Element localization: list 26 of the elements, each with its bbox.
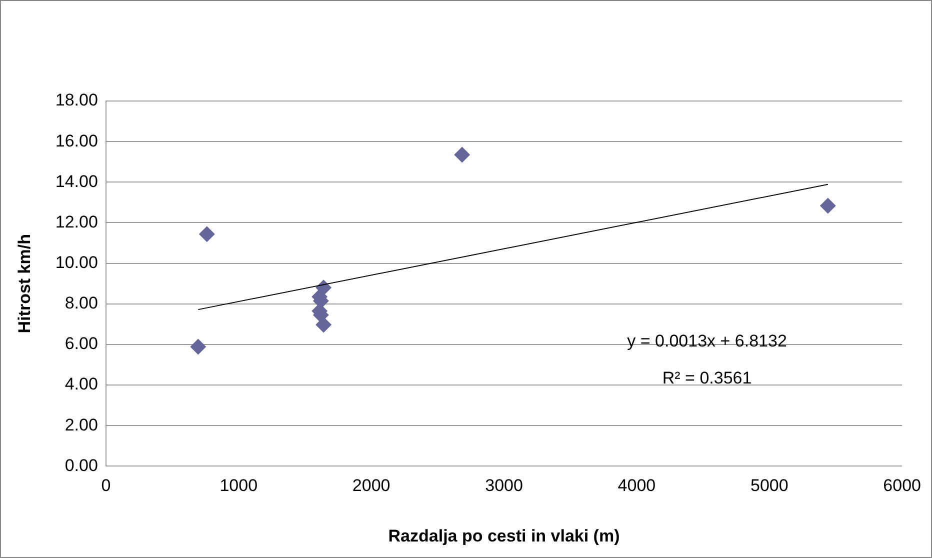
y-tick-label: 12.00 bbox=[55, 212, 98, 232]
x-tick-label: 1000 bbox=[220, 476, 258, 496]
y-tick-label: 0.00 bbox=[64, 456, 98, 475]
y-axis-title: Hitrost km/h bbox=[14, 234, 34, 334]
point bbox=[316, 316, 332, 333]
y-tick-label: 4.00 bbox=[64, 374, 98, 394]
x-axis-title: Razdalja po cesti in vlaki (m) bbox=[388, 526, 620, 546]
point bbox=[820, 198, 836, 214]
point bbox=[198, 226, 215, 242]
annotation: R² = 0.3561 bbox=[662, 368, 752, 388]
x-tick-label: 2000 bbox=[352, 476, 390, 496]
y-tick-label: 2.00 bbox=[64, 415, 98, 434]
x-tick-label: 6000 bbox=[883, 476, 922, 496]
annotation: y = 0.0013x + 6.8132 bbox=[627, 332, 787, 351]
y-tick-label: 6.00 bbox=[64, 334, 98, 354]
y-tick-label: 16.00 bbox=[55, 131, 98, 150]
x-tick-label: 3000 bbox=[485, 476, 523, 496]
y-tick-label: 8.00 bbox=[64, 294, 98, 313]
point bbox=[454, 146, 470, 163]
y-tick-label: 18.00 bbox=[55, 90, 98, 110]
y-tick-label: 14.00 bbox=[55, 172, 98, 191]
x-tick-label: 0 bbox=[101, 476, 111, 496]
y-tick-label: 10.00 bbox=[55, 253, 98, 272]
point bbox=[190, 338, 206, 355]
x-tick-label: 4000 bbox=[618, 476, 656, 496]
x-tick-label: 5000 bbox=[750, 476, 788, 496]
